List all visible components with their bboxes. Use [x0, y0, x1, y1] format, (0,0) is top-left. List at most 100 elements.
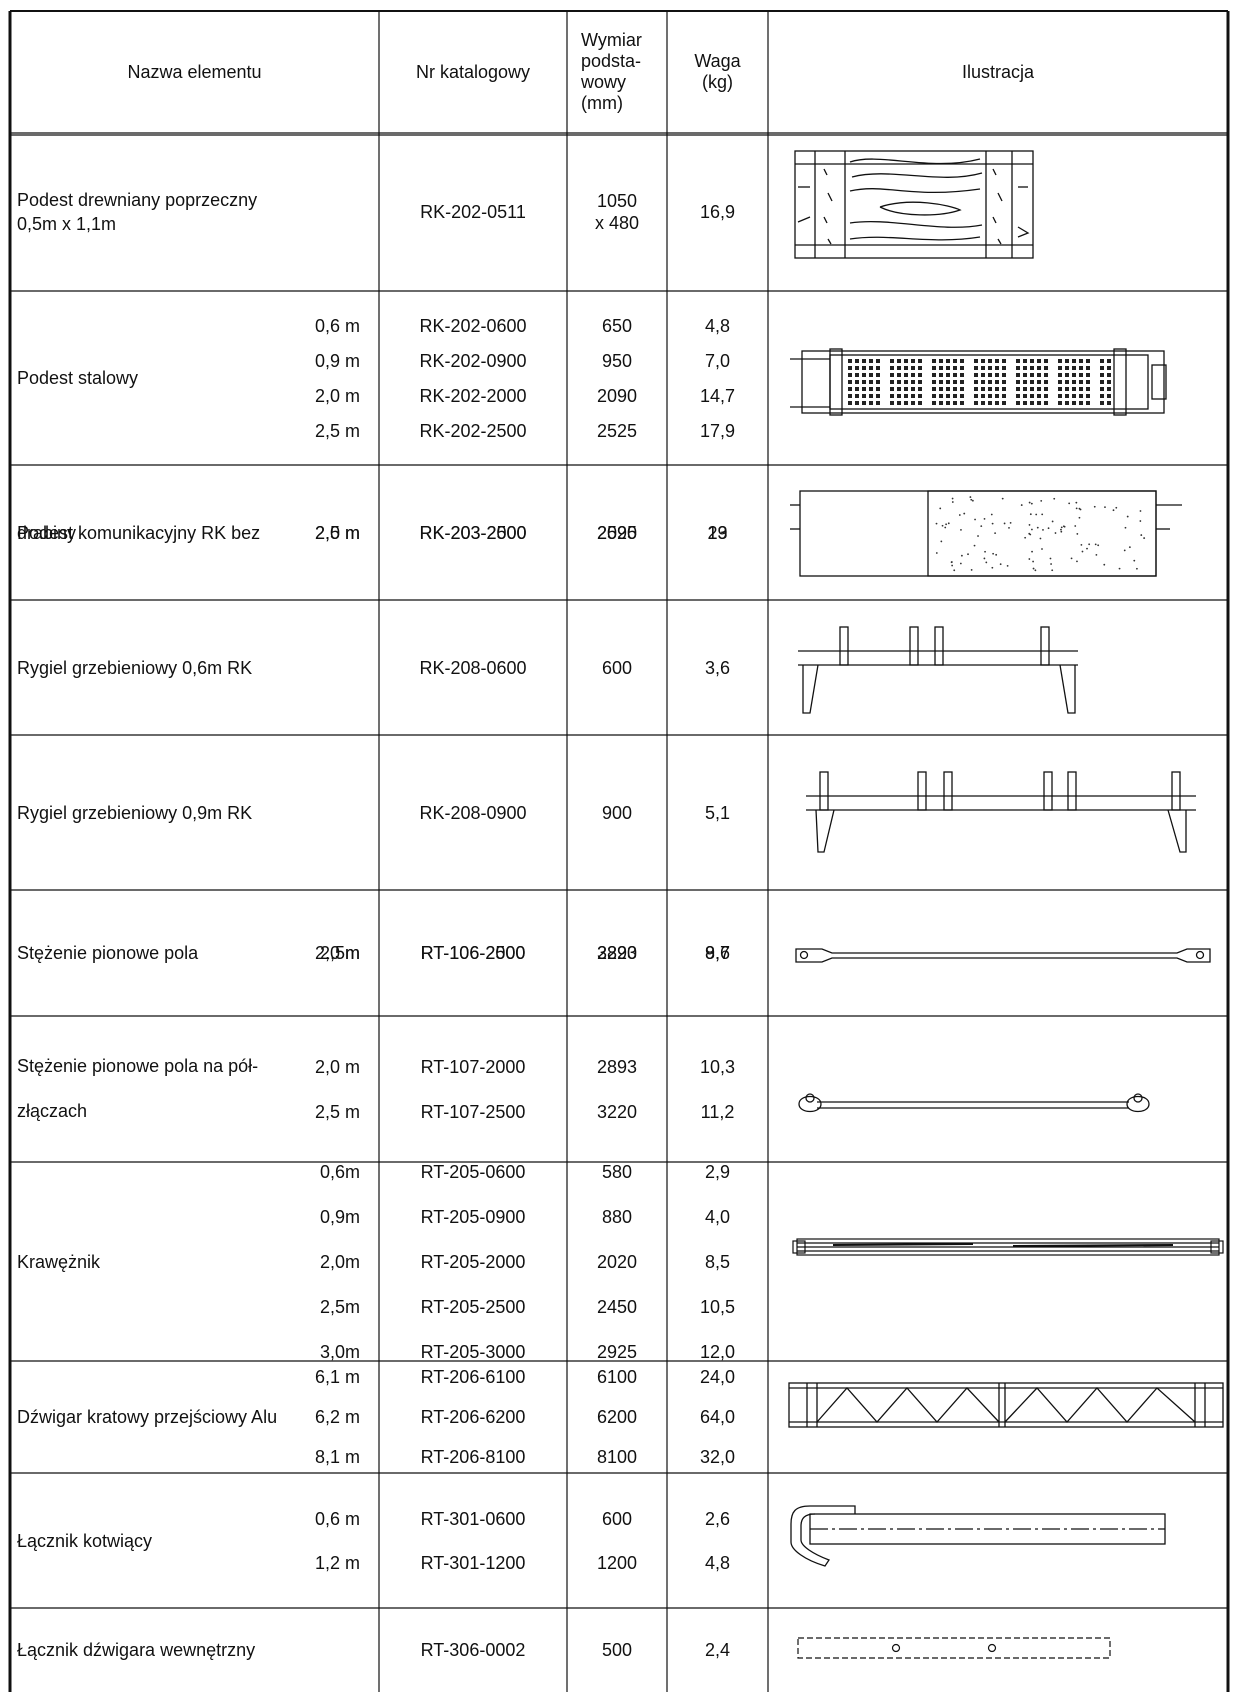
item-size: 2,5 m: [314, 1101, 360, 1122]
item-catalog-number: RK-202-0511: [420, 202, 526, 222]
item-catalog-number: RT-205-2500: [420, 1296, 526, 1317]
header-catalog-text: Nr katalogowy: [415, 61, 531, 82]
item-dimension: 600: [601, 1508, 633, 1529]
row-name: Rygiel grzebieniowy 0,6m RK: [17, 656, 252, 680]
item-catalog-number: RT-106-2000: [420, 943, 526, 963]
item-size: 0,9 m: [314, 350, 360, 371]
item-dimension: 2450: [596, 1296, 638, 1317]
item-dimension-line: x 480: [594, 213, 640, 233]
row-name: Dźwigar kratowy przejściowy Alu: [17, 1405, 277, 1429]
header-weight: Waga (kg): [667, 51, 768, 93]
item-dimension: 3220: [596, 943, 638, 963]
item-catalog-number: RT-205-0900: [420, 1206, 526, 1227]
row-name: Krawężnik: [17, 1250, 100, 1274]
item-catalog-number: RT-301-1200: [420, 1552, 526, 1573]
item-size: 2,0 m: [314, 385, 360, 406]
item-weight: 8,5: [704, 1251, 731, 1272]
item-catalog-number: RT-206-6200: [420, 1407, 526, 1427]
item-weight: 12,0: [699, 1341, 736, 1362]
row-name: Podest drewniany poprzeczny 0,5m x 1,1m: [17, 188, 257, 236]
row-name: Podest stalowy: [17, 366, 138, 390]
item-weight: 10,5: [699, 1296, 736, 1317]
item-size: 6,2 m: [314, 1407, 360, 1427]
item-dimension: 8100: [596, 1447, 638, 1467]
steel-platform-illustration: [790, 348, 1167, 416]
item-weight: 2,4: [704, 1640, 731, 1660]
item-dimension: 2893: [596, 1056, 638, 1077]
ledger-0-9-illustration: [806, 771, 1196, 853]
header-dimension-line: wowy: [581, 72, 627, 92]
item-weight: 4,0: [704, 1206, 731, 1227]
row-name-line: 0,5m x 1,1m: [17, 214, 117, 234]
row-name-line: Dźwigar kratowy przejściowy Alu: [17, 1407, 278, 1427]
item-dimension: 6100: [596, 1367, 638, 1387]
header-name: Nazwa elementu: [10, 62, 379, 83]
header-dimension: Wymiar podsta-wowy (mm): [567, 30, 667, 114]
diagonal-brace-illustration: [795, 948, 1211, 963]
item-catalog-number: RT-107-2500: [420, 1101, 526, 1122]
item-size: 2,0 m: [314, 943, 360, 963]
item-size: 2,0m: [319, 1251, 360, 1272]
item-dimension: 900: [601, 802, 633, 823]
row-name-line: złączach: [17, 1101, 88, 1121]
item-weight: 9,6: [704, 943, 731, 963]
header-weight-line: Waga: [694, 51, 741, 71]
item-weight: 2,9: [704, 1161, 731, 1182]
item-size: 2,5 m: [314, 420, 360, 441]
lattice-girder-illustration: [788, 1382, 1224, 1428]
item-dimension: 2525: [596, 420, 638, 441]
item-weight: 5,1: [704, 802, 731, 823]
item-catalog-number: RT-301-0600: [420, 1508, 526, 1529]
item-catalog-number: RT-106-2500: [420, 943, 526, 963]
item-dimension: 500: [601, 1640, 633, 1660]
item-size: 2,5 m: [314, 522, 360, 543]
item-weight: 3,6: [704, 657, 731, 678]
item-weight: 10,3: [699, 1056, 736, 1077]
item-catalog-number: RK-208-0600: [419, 657, 527, 678]
item-dimension: 6200: [596, 1407, 638, 1427]
item-weight: 4,8: [704, 315, 731, 336]
row-name-line: Podest stalowy: [17, 368, 139, 388]
item-catalog-number: RK-208-0900: [419, 802, 527, 823]
row-name: Łącznik kotwiący: [17, 1529, 152, 1553]
item-weight: 16,9: [699, 202, 736, 222]
item-dimension: 2893: [596, 943, 638, 963]
item-size: 0,6m: [319, 1161, 360, 1182]
row-name: Łącznik dźwigara wewnętrzny: [17, 1638, 255, 1662]
row-name: Stężenie pionowe pola: [17, 941, 198, 965]
row-name: Rygiel grzebieniowy 0,9m RK: [17, 801, 252, 825]
row-name-line: Podest drewniany poprzeczny: [17, 190, 258, 210]
item-size: 6,1 m: [314, 1367, 360, 1387]
item-catalog-number: RT-205-2000: [420, 1251, 526, 1272]
item-dimension-line: 1050: [596, 191, 638, 211]
row-name-line: Rygiel grzebieniowy 0,6m RK: [17, 657, 253, 678]
item-dimension: 1050 x 480: [567, 190, 667, 234]
item-size: 0,6 m: [314, 315, 360, 336]
item-dimension: 600: [601, 657, 633, 678]
item-weight: 8,7: [704, 943, 731, 963]
row-name-line: Krawężnik: [17, 1251, 101, 1272]
item-size: 8,1 m: [314, 1447, 360, 1467]
header-name-text: Nazwa elementu: [127, 61, 262, 82]
item-size: 2,5m: [319, 1296, 360, 1317]
item-size: 0,9m: [319, 1206, 360, 1227]
item-catalog-number: RT-205-3000: [420, 1341, 526, 1362]
item-catalog-number: RK-203-2000: [419, 522, 527, 543]
item-dimension: 880: [601, 1206, 633, 1227]
item-catalog-number: RK-202-0900: [419, 350, 527, 371]
item-weight: 64,0: [699, 1407, 736, 1427]
header-dimension-line: (mm): [581, 93, 623, 113]
item-catalog-number: RK-202-2500: [419, 420, 527, 441]
item-catalog-number: RK-202-2000: [419, 385, 527, 406]
row-name-line: Łącznik kotwiący: [17, 1530, 153, 1551]
header-dimension-line: podsta-: [581, 51, 642, 71]
header-illustration-text: Ilustracja: [961, 61, 1035, 82]
item-dimension: 3220: [596, 1101, 638, 1122]
item-size: 2,0 m: [314, 522, 360, 543]
wooden-platform-illustration: [794, 150, 1034, 259]
item-dimension: 1200: [596, 1552, 638, 1573]
item-weight: 19: [707, 522, 728, 543]
item-size: 1,2 m: [314, 1552, 360, 1573]
item-catalog-number: RT-107-2000: [420, 1056, 526, 1077]
